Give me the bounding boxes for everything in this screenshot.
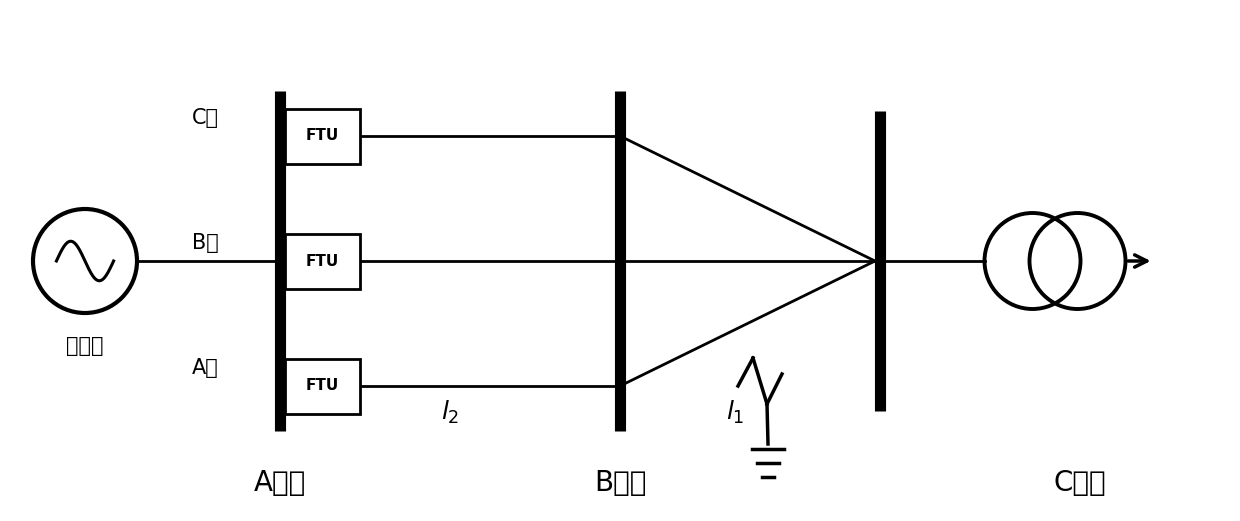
- Text: $l_2$: $l_2$: [441, 399, 459, 426]
- Bar: [285, 358, 360, 414]
- Text: 电源侧: 电源侧: [66, 336, 104, 356]
- Text: B相: B相: [192, 233, 218, 253]
- Text: FTU: FTU: [306, 129, 339, 143]
- Text: A节点: A节点: [254, 469, 306, 497]
- Text: C相: C相: [191, 108, 218, 128]
- Text: $l_1$: $l_1$: [725, 399, 744, 426]
- Text: B节点: B节点: [594, 469, 646, 497]
- Text: FTU: FTU: [306, 378, 339, 393]
- Text: A相: A相: [192, 358, 218, 378]
- Bar: [285, 233, 360, 289]
- Bar: [285, 108, 360, 164]
- Text: C节点: C节点: [1054, 469, 1106, 497]
- Text: FTU: FTU: [306, 254, 339, 268]
